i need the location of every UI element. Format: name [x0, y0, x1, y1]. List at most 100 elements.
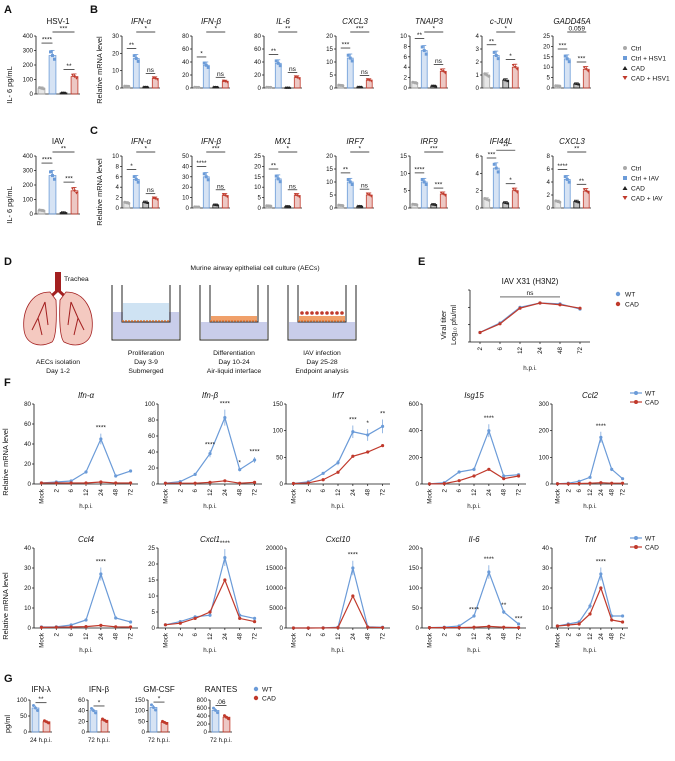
sig-label: ****: [484, 556, 495, 563]
x-tick-label: Mock: [38, 632, 45, 648]
data-point: [84, 618, 88, 622]
data-point: [223, 578, 227, 582]
points: [573, 199, 581, 204]
chart-title: RANTES: [205, 685, 237, 694]
data-point: [367, 193, 371, 197]
data-point: [575, 200, 579, 203]
y-tick-label: 10: [148, 593, 155, 600]
panel-label-e: E: [418, 256, 425, 268]
chart-c-ifn: IFN-β 0 10 20 30 40 50 **** ns ***: [182, 137, 230, 212]
data-point: [578, 306, 582, 310]
series-line-cad: [479, 302, 581, 334]
points: [337, 203, 345, 208]
x-axis-label: h.p.i.: [79, 503, 93, 510]
data-point: [146, 85, 150, 89]
bar-ctrl-hsv1: [346, 57, 354, 89]
points: [274, 174, 282, 184]
sig-label: ***: [488, 152, 496, 159]
sig-label: **: [285, 26, 291, 33]
data-point: [269, 204, 273, 208]
points: [511, 187, 519, 194]
data-point: [197, 205, 201, 209]
chart-title: IFN-λ: [31, 685, 51, 694]
legend-b: Ctrl Ctrl + HSV1 CAD CAD + HSV1: [622, 46, 670, 83]
transwell-submerged-icon: [111, 285, 181, 341]
points: [411, 80, 419, 85]
y-tick-label: 10: [254, 184, 261, 191]
sig-label: ****: [96, 425, 107, 432]
data-point: [358, 85, 362, 89]
data-point: [356, 204, 360, 208]
chart-e-iav-x31-h3n2: IAV X31 (H3N2) 2 6 12 24 48 72 h.p.i. ns: [468, 277, 590, 372]
sig-label: *: [286, 146, 289, 153]
sig-label: *: [98, 699, 101, 706]
x-tick-label: 48: [237, 488, 244, 495]
data-point: [286, 86, 290, 89]
y-tick-label: 10: [24, 605, 31, 612]
step3-line1: Differentiation: [213, 350, 255, 357]
bar-ctrl-iav: [563, 178, 571, 209]
y-tick-label: 5: [330, 72, 334, 79]
y-tick-label: 15: [543, 54, 550, 61]
bar-ctrl-iav: [202, 176, 210, 209]
data-point: [178, 481, 182, 485]
data-point: [573, 199, 577, 203]
data-point: [365, 78, 369, 81]
legend-marker-cad-hsv: [622, 76, 628, 80]
chart-title: Tnf: [584, 535, 596, 544]
y-tick-label: 100: [23, 77, 34, 84]
y-tick-label: 0: [30, 211, 34, 218]
points: [38, 86, 45, 91]
data-point: [573, 81, 577, 85]
points: [365, 78, 373, 83]
x-tick-label: 48: [557, 346, 564, 353]
sig-label: ****: [469, 606, 480, 613]
data-point: [620, 481, 625, 485]
x-tick-label: 48: [237, 632, 244, 639]
sig-label: ****: [96, 558, 107, 565]
data-point: [577, 622, 581, 626]
data-point: [457, 479, 461, 483]
y-tick-label: 6: [476, 153, 480, 160]
y-tick-label: 50: [276, 454, 283, 461]
data-point: [42, 87, 45, 91]
x-tick-label: 24: [486, 632, 493, 639]
data-point: [297, 77, 301, 81]
x-tick-label: 2: [53, 632, 60, 636]
series-points-cad: [39, 480, 133, 485]
y-tick-label: 100: [273, 428, 284, 435]
y-tick-label: 40: [254, 59, 261, 66]
data-point: [358, 204, 362, 208]
x-axis-label: h.p.i.: [331, 647, 345, 654]
points: [123, 84, 131, 88]
data-point: [518, 306, 522, 310]
x-tick-label: Mock: [162, 488, 169, 504]
legend-marker-ctrl: [623, 46, 627, 50]
data-point: [75, 77, 78, 80]
sig-label: **: [417, 32, 423, 39]
y-tick-label: 4: [476, 170, 480, 177]
sig-label: **: [129, 42, 135, 49]
chart-title: GM-CSF: [143, 685, 175, 694]
x-tick-label: 12: [517, 346, 524, 353]
y-tick-label: 5: [258, 195, 262, 202]
data-point: [478, 330, 482, 335]
data-point: [142, 85, 146, 89]
points: [132, 175, 140, 184]
data-point: [291, 481, 296, 486]
sig-label: ***: [60, 26, 68, 33]
charts-layer: HSV-10100200300400*********IAV0100200300…: [17, 17, 628, 744]
data-point: [439, 68, 443, 72]
sig-label: *: [144, 146, 147, 153]
sig-label: *: [158, 696, 161, 703]
points: [511, 64, 519, 71]
x-tick-label: 48: [609, 488, 616, 495]
data-point: [49, 170, 52, 174]
data-point: [348, 56, 352, 60]
data-point: [84, 625, 88, 629]
chart-title: Cxcl10: [326, 535, 351, 544]
